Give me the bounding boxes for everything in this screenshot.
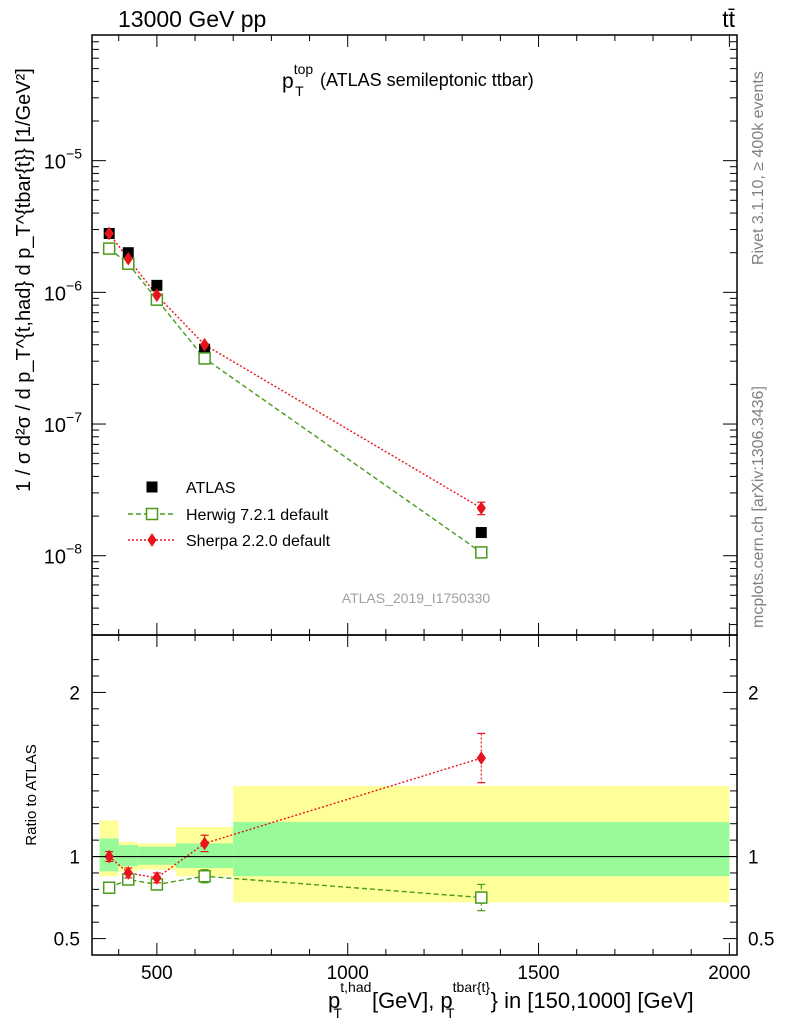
- main-ytick-label: 10−7: [44, 409, 82, 437]
- main-point: [104, 226, 114, 241]
- ratio-point: [104, 849, 114, 864]
- ratio-point: [475, 891, 488, 904]
- main-ytick-label: 10−5: [44, 146, 82, 174]
- legend-marker: [147, 533, 157, 547]
- ratio-frame: [91, 634, 738, 956]
- plot-title: ptop T: [282, 61, 313, 99]
- main-marks: [102, 226, 488, 559]
- main-series-line: [108, 248, 482, 553]
- xlabel-main: p: [328, 988, 340, 1013]
- main-point: [152, 288, 162, 303]
- main-point: [123, 251, 133, 266]
- header-left: 13000 GeV pp: [118, 6, 266, 32]
- main-ylabel: 1 / σ d²σ / d p_T^{t,had} d p_T^{tbar{t}…: [13, 68, 35, 492]
- ratio-xtick-label: 2000: [708, 963, 750, 984]
- legend-label: Sherpa 2.2.0 default: [186, 533, 331, 550]
- ratio-ytick-label: 2: [69, 683, 80, 704]
- ratio-ytick-label: 0.5: [54, 930, 80, 951]
- main-ytick-label-exp: −6: [66, 277, 82, 293]
- main-series-line: [108, 233, 482, 509]
- ratio-series-line: [108, 757, 482, 879]
- ratio-point: [476, 751, 486, 765]
- ratio-inner-band: [233, 822, 730, 877]
- plot-title-sup: top: [294, 61, 314, 77]
- main-ytick-label-base: 10: [44, 415, 66, 437]
- plot-title-sub: T: [295, 83, 304, 99]
- ratio-ytick-label: 1: [69, 848, 80, 869]
- plot-title-main: p: [282, 70, 294, 93]
- header-right: tt̄: [722, 6, 735, 32]
- main-point: [199, 337, 210, 352]
- mcplots-label: mcplots.cern.ch [arXiv:1306.3436]: [750, 386, 767, 628]
- main-ytick-label-exp: −8: [66, 541, 82, 557]
- xlabel-mid: [GeV], p: [372, 988, 453, 1013]
- main-point: [102, 242, 116, 255]
- ratio-point: [102, 881, 116, 894]
- watermark: ATLAS_2019_I1750330: [342, 590, 491, 606]
- main-lines: [108, 233, 482, 553]
- xlabel-sup1: t,had: [340, 979, 371, 995]
- ratio-xtick-label: 1500: [517, 963, 559, 984]
- ratio-point: [123, 866, 133, 880]
- main-ytick-label-base: 10: [44, 547, 66, 569]
- xlabel: pt,had T [GeV], ptbar{t} T} in [150,1000] […: [328, 979, 694, 1021]
- ratio-ylabel: Ratio to ATLAS: [23, 744, 40, 845]
- ratio-bands: [99, 785, 730, 903]
- ratio-point: [198, 869, 211, 883]
- main-ytick-label-base: 10: [44, 152, 66, 174]
- ratio-ticks: 500 1000 1500 2000 0.5 0.5 1 1 2 2: [54, 635, 774, 984]
- ratio-point: [152, 871, 162, 885]
- main-point: [198, 352, 211, 365]
- xlabel-sub2: T: [446, 1005, 455, 1021]
- plot-title-rest: (ATLAS semileptonic ttbar): [320, 70, 534, 90]
- legend-marker: [146, 481, 158, 493]
- main-ticks: 10−810−710−610−5: [44, 34, 737, 635]
- main-ytick-label-exp: −5: [66, 146, 82, 162]
- xlabel-sub1: T: [333, 1005, 342, 1021]
- ratio-ytick-label-right: 0.5: [748, 930, 774, 951]
- ratio-xtick-label: 500: [141, 963, 173, 984]
- main-ytick-label: 10−8: [44, 541, 82, 569]
- ratio-panel: 500 1000 1500 2000 0.5 0.5 1 1 2 2 Ratio to ATLAS…: [23, 634, 774, 1021]
- ratio-marks: [102, 732, 488, 912]
- xlabel-sup2: tbar{t}: [453, 979, 491, 995]
- main-point: [476, 501, 486, 515]
- xlabel-rest: } in [150,1000] [GeV]: [491, 988, 694, 1013]
- legend-label: Herwig 7.2.1 default: [186, 507, 329, 524]
- main-ytick-label: 10−6: [44, 277, 82, 305]
- ratio-inner-band: [137, 846, 176, 865]
- legend: ATLAS Herwig 7.2.1 default Sherpa 2.2.0 de…: [128, 480, 331, 550]
- main-ytick-label-base: 10: [44, 283, 66, 305]
- ratio-inner-band: [118, 845, 138, 867]
- main-point: [151, 279, 163, 291]
- legend-marker: [145, 507, 159, 521]
- ratio-ytick-label-right: 2: [748, 683, 759, 704]
- ratio-point: [199, 836, 210, 851]
- ratio-xtick-label: 1000: [327, 963, 369, 984]
- main-ytick-label-exp: −7: [66, 409, 82, 425]
- rivet-label: Rivet 3.1.10, ≥ 400k events: [750, 71, 767, 265]
- legend-label: ATLAS: [186, 480, 236, 497]
- main-point: [475, 546, 488, 559]
- main-panel: 10−810−710−610−5 ptop T (ATLAS semilepton…: [13, 34, 738, 636]
- main-point: [475, 527, 487, 539]
- ratio-ytick-label-right: 1: [748, 848, 759, 869]
